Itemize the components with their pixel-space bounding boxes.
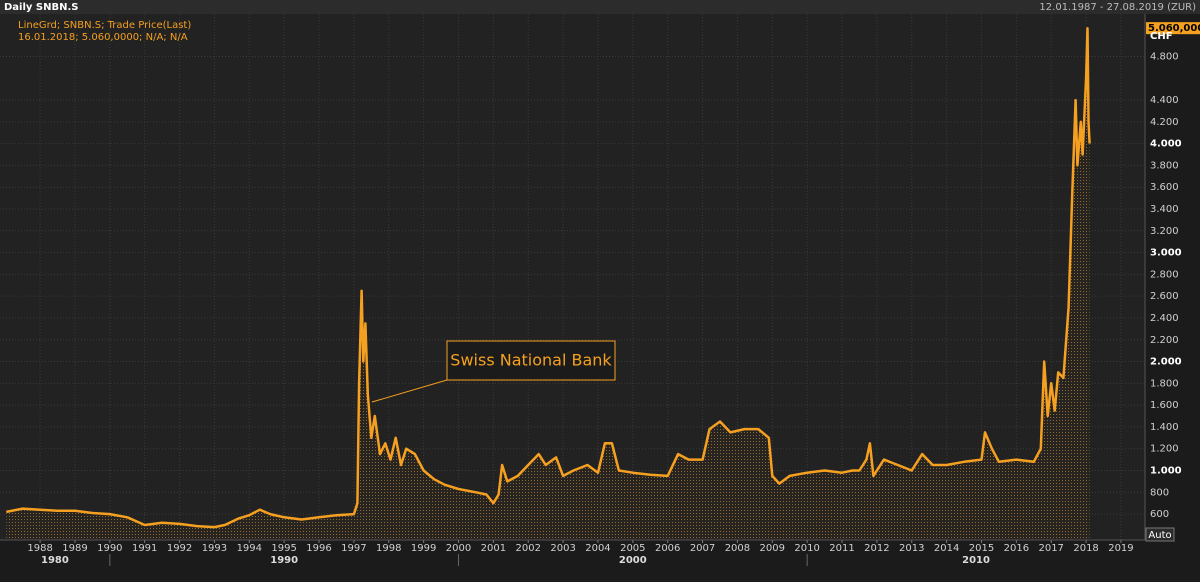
y-tick-label: 600	[1150, 509, 1169, 520]
grid	[0, 14, 1145, 540]
legend-detail: 16.01.2018; 5.060,0000; N/A; N/A	[18, 32, 188, 43]
y-tick-label: 2.200	[1150, 335, 1179, 346]
y-tick-label: 1.800	[1150, 378, 1179, 389]
y-unit: CHF	[1150, 31, 1173, 42]
x-tick-label: 2008	[725, 543, 750, 554]
y-tick-label: 4.800	[1150, 51, 1179, 62]
x-tick-label: 2017	[1038, 543, 1063, 554]
x-tick-label: 2003	[550, 543, 575, 554]
y-tick-label: 4.400	[1150, 95, 1179, 106]
x-tick-label: 2001	[481, 543, 506, 554]
y-tick-label: 2.800	[1150, 269, 1179, 280]
auto-button-label[interactable]: Auto	[1148, 530, 1171, 541]
plot-area	[0, 14, 1145, 540]
y-tick-label: 2.000	[1150, 357, 1182, 368]
x-tick-label: 1999	[411, 543, 436, 554]
x-tick-label: 2015	[969, 543, 994, 554]
x-tick-label: 1988	[27, 543, 52, 554]
x-tick-label: 2009	[760, 543, 785, 554]
decade-label: 1980	[41, 555, 69, 566]
y-tick-label: 1.200	[1150, 444, 1179, 455]
x-tick-label: 1995	[271, 543, 296, 554]
y-tick-label: 1.400	[1150, 422, 1179, 433]
x-tick-label: 2000	[446, 543, 471, 554]
y-tick-label: 3.400	[1150, 204, 1179, 215]
header-bar	[0, 0, 1200, 14]
marks	[6, 26, 1091, 540]
x-tick-label: 1994	[237, 543, 262, 554]
line	[6, 26, 1091, 529]
x-tick-label: 1997	[341, 543, 366, 554]
x-tick-label: 2004	[585, 543, 610, 554]
y-tick-label: 1.000	[1150, 465, 1182, 476]
annotation-box	[446, 340, 616, 381]
y-tick-label: 4.200	[1150, 117, 1179, 128]
x-tick-label: 1991	[132, 543, 157, 554]
date-range: 12.01.1987 - 27.08.2019 (ZUR)	[1039, 2, 1196, 13]
annotation-leader	[371, 379, 448, 403]
y-tick-label: 1.600	[1150, 400, 1179, 411]
y-tick-label: 2.600	[1150, 291, 1179, 302]
x-tick-label: 2007	[690, 543, 715, 554]
x-tick-label: 2011	[829, 543, 854, 554]
y-tick-label: 3.200	[1150, 226, 1179, 237]
y-tick-label: 4.000	[1150, 139, 1182, 150]
y-tick-label: 3.800	[1150, 160, 1179, 171]
y-tick-label: 3.600	[1150, 182, 1179, 193]
decade-label: 1990	[270, 555, 298, 566]
decade-label: 2000	[619, 555, 647, 566]
x-tick-label: 2019	[1108, 543, 1133, 554]
x-tick-label: 2005	[620, 543, 645, 554]
auto-button[interactable]	[1145, 527, 1175, 542]
x-tick-label: 1996	[306, 543, 331, 554]
last-value-box	[1146, 22, 1200, 35]
last-value-label: 5.060,0000	[1148, 23, 1200, 34]
x-tick-label: 1990	[97, 543, 122, 554]
x-tick-label: 2018	[1073, 543, 1098, 554]
x-tick-label: 1992	[167, 543, 192, 554]
x-tick-label: 1993	[202, 543, 227, 554]
x-tick-label: 2006	[655, 543, 680, 554]
legend-line: LineGrd; SNBN.S; Trade Price(Last)	[18, 20, 191, 31]
x-tick-label: 2013	[899, 543, 924, 554]
area	[6, 28, 1090, 540]
x-tick-label: 1989	[62, 543, 87, 554]
x-tick-label: 2012	[864, 543, 889, 554]
x-tick-label: 1998	[376, 543, 401, 554]
decade-label: 2010	[962, 555, 990, 566]
y-tick-label: 800	[1150, 487, 1169, 498]
annotation: Swiss National Bank	[450, 351, 612, 370]
y-tick-label: 3.000	[1150, 248, 1182, 259]
x-tick-label: 2016	[1004, 543, 1029, 554]
x-tick-label: 2014	[934, 543, 959, 554]
x-tick-label: 2010	[794, 543, 819, 554]
chart-title: Daily SNBN.S	[4, 2, 78, 13]
x-tick-label: 2002	[515, 543, 540, 554]
y-tick-label: 2.400	[1150, 313, 1179, 324]
